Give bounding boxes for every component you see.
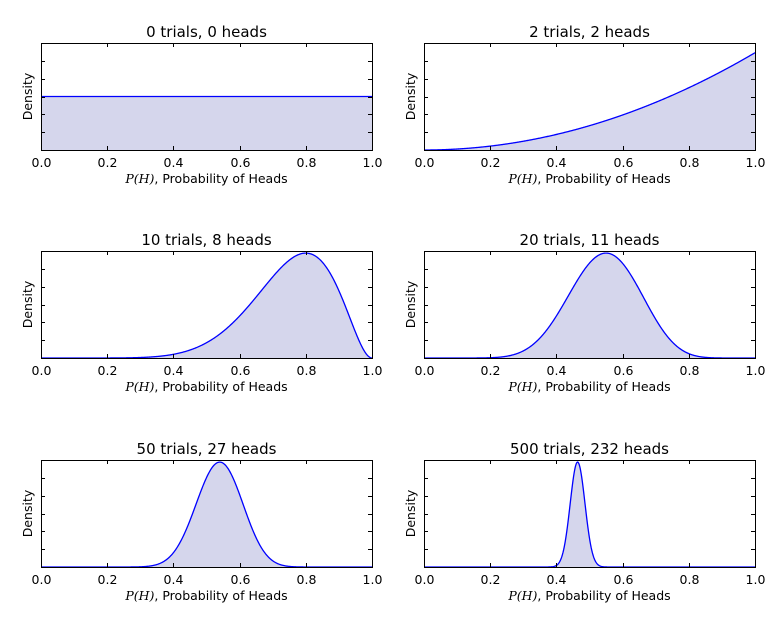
density-area <box>424 253 755 358</box>
x-tick-label: 0.0 <box>32 363 52 378</box>
density-area <box>41 462 372 567</box>
x-tick-label: 0.8 <box>297 572 317 587</box>
density-area <box>424 462 755 567</box>
y-axis-label: Density <box>403 280 418 328</box>
x-tick-label: 0.4 <box>547 572 567 587</box>
x-axis-label: P(H), Probability of Heads <box>124 588 287 603</box>
y-axis-label: Density <box>403 72 418 120</box>
x-tick-label: 0.8 <box>297 155 317 170</box>
density-area <box>424 52 755 151</box>
subplot-6: 0.0 0.2 0.4 0.6 0.8 1.0 500 trials, 232 heads P… <box>403 440 765 603</box>
x-tick-label: 0.4 <box>547 363 567 378</box>
x-tick-label: 0.6 <box>231 572 251 587</box>
x-tick-label: 0.8 <box>680 572 700 587</box>
x-axis-label-text: , Probability of Heads <box>154 588 287 603</box>
x-axis-label-math: P(H) <box>124 171 154 186</box>
x-tick-label: 1.0 <box>746 363 766 378</box>
x-tick-label: 0.8 <box>680 363 700 378</box>
subplot-2: 0.0 0.2 0.4 0.6 0.8 1.0 2 trials, 2 heads P(H),… <box>403 23 765 186</box>
x-tick-label: 0.2 <box>98 572 118 587</box>
x-tick-label: 0.6 <box>614 363 634 378</box>
x-axis-label: P(H), Probability of Heads <box>124 171 287 186</box>
x-axis-label-math: P(H) <box>124 379 154 394</box>
x-tick-label: 1.0 <box>363 572 383 587</box>
x-tick-label: 1.0 <box>746 572 766 587</box>
x-tick-label: 0.2 <box>481 363 501 378</box>
x-tick-label: 0.2 <box>98 155 118 170</box>
x-axis-label: P(H), Probability of Heads <box>507 171 670 186</box>
x-axis-label: P(H), Probability of Heads <box>507 588 670 603</box>
subplot-title: 50 trials, 27 heads <box>137 440 277 458</box>
x-tick-label: 0.2 <box>481 155 501 170</box>
x-tick-label: 0.8 <box>297 363 317 378</box>
x-axis-label-math: P(H) <box>507 588 537 603</box>
x-tick-label: 0.8 <box>680 155 700 170</box>
x-tick-label: 0.6 <box>231 155 251 170</box>
x-axis-label-text: , Probability of Heads <box>537 379 670 394</box>
density-area <box>41 96 372 150</box>
subplot-title: 0 trials, 0 heads <box>146 23 267 41</box>
subplot-3: 0.0 0.2 0.4 0.6 0.8 1.0 10 trials, 8 heads P(H)… <box>20 231 382 394</box>
x-tick-label: 0.6 <box>231 363 251 378</box>
x-tick-label: 0.4 <box>164 572 184 587</box>
x-tick-label: 0.2 <box>481 572 501 587</box>
density-line <box>41 252 373 359</box>
y-axis-label: Density <box>403 489 418 537</box>
x-axis-label-math: P(H) <box>507 379 537 394</box>
x-axis-label-text: , Probability of Heads <box>537 588 670 603</box>
x-axis-label-text: , Probability of Heads <box>154 171 287 186</box>
density-line <box>424 52 756 151</box>
x-tick-label: 1.0 <box>363 363 383 378</box>
x-tick-label: 0.0 <box>415 363 435 378</box>
x-tick-label: 0.4 <box>164 155 184 170</box>
subplot-title: 2 trials, 2 heads <box>529 23 650 41</box>
x-tick-label: 0.4 <box>164 363 184 378</box>
x-axis-label-math: P(H) <box>124 588 154 603</box>
x-tick-label: 0.0 <box>415 155 435 170</box>
subplot-title: 500 trials, 232 heads <box>510 440 669 458</box>
x-tick-label: 1.0 <box>363 155 383 170</box>
x-axis-label-text: , Probability of Heads <box>537 171 670 186</box>
subplot-1: 0.0 0.2 0.4 0.6 0.8 1.0 0 trials, 0 heads P(H),… <box>20 23 382 186</box>
y-axis-label: Density <box>20 280 35 328</box>
density-area <box>41 253 372 358</box>
density-line <box>424 252 755 359</box>
x-tick-label: 0.4 <box>547 155 567 170</box>
y-axis-label: Density <box>20 489 35 537</box>
x-tick-label: 0.6 <box>614 155 634 170</box>
y-axis-label: Density <box>20 72 35 120</box>
subplot-title: 20 trials, 11 heads <box>520 231 660 249</box>
subplot-5: 0.0 0.2 0.4 0.6 0.8 1.0 50 trials, 27 heads P(H… <box>20 440 382 603</box>
subplot-title: 10 trials, 8 heads <box>141 231 272 249</box>
subplot-4: 0.0 0.2 0.4 0.6 0.8 1.0 20 trials, 11 heads P(H… <box>403 231 765 394</box>
x-tick-label: 0.0 <box>32 572 52 587</box>
x-axis-label: P(H), Probability of Heads <box>507 379 670 394</box>
x-tick-label: 0.6 <box>614 572 634 587</box>
x-axis-label-text: , Probability of Heads <box>154 379 287 394</box>
x-axis-label: P(H), Probability of Heads <box>124 379 287 394</box>
x-tick-label: 0.0 <box>415 572 435 587</box>
x-tick-label: 0.2 <box>98 363 118 378</box>
x-tick-label: 0.0 <box>32 155 52 170</box>
x-tick-label: 1.0 <box>746 155 766 170</box>
x-axis-label-math: P(H) <box>507 171 537 186</box>
